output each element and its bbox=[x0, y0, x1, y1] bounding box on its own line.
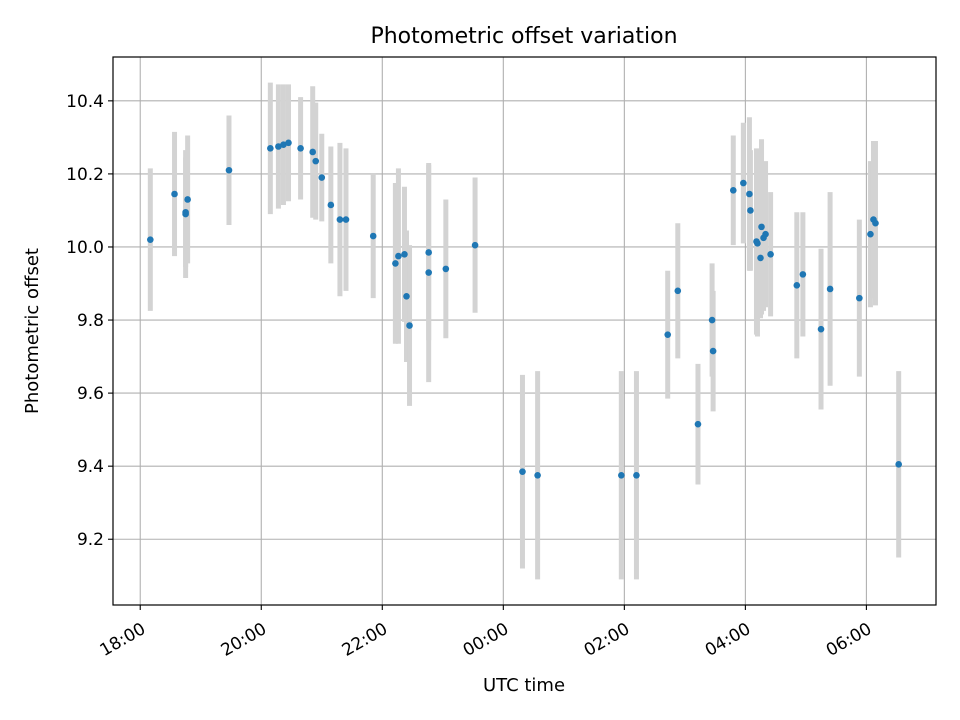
y-tick-label: 9.4 bbox=[77, 457, 104, 477]
data-point bbox=[799, 271, 807, 278]
data-point bbox=[729, 187, 737, 194]
data-point bbox=[395, 252, 402, 260]
y-tick-label: 9.6 bbox=[77, 384, 104, 404]
y-axis-label: Photometric offset bbox=[22, 248, 43, 414]
data-point bbox=[392, 260, 399, 267]
data-point bbox=[318, 174, 326, 181]
data-point bbox=[297, 145, 304, 152]
chart-title: Photometric offset variation bbox=[370, 24, 677, 49]
data-point bbox=[336, 216, 344, 223]
data-point bbox=[895, 461, 902, 468]
data-point bbox=[618, 472, 625, 479]
data-point bbox=[793, 282, 801, 289]
data-point bbox=[856, 294, 863, 302]
data-point bbox=[740, 179, 747, 187]
data-point bbox=[471, 241, 479, 249]
y-axis-ticks: 9.2 9.4 9.6 9.8 10.0 10.2 10.4 bbox=[66, 92, 113, 550]
data-point bbox=[267, 145, 274, 152]
data-point bbox=[674, 287, 682, 295]
data-point bbox=[280, 141, 287, 148]
data-point bbox=[708, 316, 716, 324]
data-point bbox=[754, 240, 761, 247]
data-point bbox=[425, 249, 432, 256]
x-tick-label: 02:00 bbox=[581, 619, 633, 661]
x-axis-label: UTC time bbox=[483, 675, 565, 696]
data-point bbox=[275, 143, 282, 150]
data-point bbox=[767, 250, 774, 258]
data-point bbox=[442, 265, 450, 273]
data-point bbox=[747, 207, 754, 214]
y-tick-label: 9.8 bbox=[77, 311, 104, 331]
data-point bbox=[312, 157, 320, 165]
x-tick-label: 04:00 bbox=[702, 619, 754, 661]
data-point bbox=[633, 472, 640, 479]
data-point bbox=[694, 420, 702, 428]
data-points bbox=[147, 139, 902, 479]
data-point bbox=[757, 254, 764, 262]
x-tick-label: 00:00 bbox=[460, 619, 512, 661]
data-point bbox=[184, 196, 191, 203]
data-point bbox=[425, 269, 432, 276]
plot-area-frame bbox=[112, 56, 937, 606]
data-point bbox=[758, 223, 765, 231]
data-point bbox=[225, 166, 233, 174]
data-point bbox=[867, 230, 874, 238]
x-axis-ticks: 18:00 20:00 22:00 00:00 02:00 04:00 06:00 bbox=[97, 605, 875, 661]
data-point bbox=[309, 148, 316, 156]
x-tick-label: 06:00 bbox=[823, 619, 875, 661]
data-point bbox=[519, 468, 526, 475]
data-point bbox=[762, 230, 769, 238]
data-point bbox=[369, 232, 377, 240]
data-point bbox=[342, 216, 350, 223]
data-point bbox=[817, 325, 825, 333]
data-point bbox=[182, 208, 189, 216]
error-bars bbox=[147, 82, 902, 580]
y-tick-label: 9.2 bbox=[77, 530, 104, 550]
y-tick-label: 10.4 bbox=[66, 92, 104, 112]
y-tick-label: 10.2 bbox=[66, 165, 104, 185]
data-point bbox=[746, 190, 753, 198]
data-point bbox=[285, 139, 292, 147]
y-tick-label: 10.0 bbox=[66, 238, 104, 258]
x-tick-label: 20:00 bbox=[218, 619, 270, 661]
data-point bbox=[401, 250, 408, 258]
data-point bbox=[872, 219, 879, 227]
data-point bbox=[327, 201, 335, 209]
data-point bbox=[664, 331, 672, 338]
x-tick-label: 18:00 bbox=[97, 619, 149, 661]
data-point bbox=[534, 472, 541, 479]
data-point bbox=[171, 190, 178, 198]
data-point bbox=[709, 347, 717, 355]
data-point bbox=[826, 285, 834, 293]
data-point bbox=[403, 292, 410, 300]
x-tick-label: 22:00 bbox=[339, 619, 391, 661]
data-point bbox=[406, 322, 413, 329]
data-point bbox=[147, 236, 154, 243]
